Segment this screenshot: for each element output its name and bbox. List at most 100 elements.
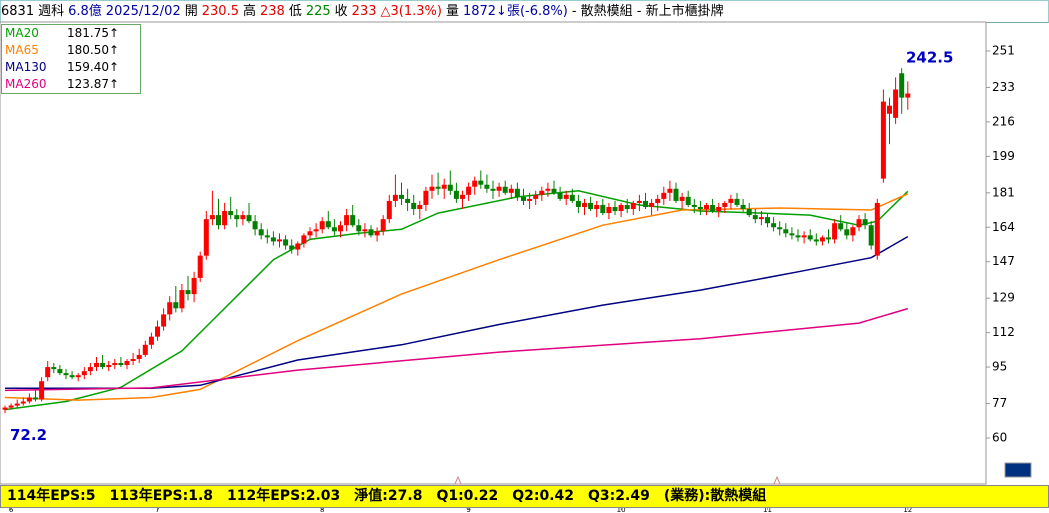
candle-body bbox=[313, 229, 319, 232]
candle-body bbox=[8, 405, 14, 408]
candle-body bbox=[283, 239, 289, 246]
candle-body bbox=[234, 215, 240, 220]
candle-body bbox=[252, 221, 258, 230]
candle-body bbox=[94, 363, 99, 368]
footer-item: 114年EPS:5 bbox=[7, 488, 96, 504]
ma-line bbox=[4, 190, 909, 411]
ma-line bbox=[4, 193, 909, 401]
candle-body bbox=[765, 217, 770, 224]
candle-body bbox=[161, 314, 167, 327]
candle-body bbox=[594, 204, 600, 210]
candle-body bbox=[636, 200, 642, 203]
logo-box bbox=[1004, 462, 1032, 478]
candle-body bbox=[856, 219, 862, 228]
candle-body bbox=[57, 369, 63, 374]
candle-body bbox=[514, 188, 520, 197]
header-bar: 6831 週科 6.8億 2025/12/02 開 230.5 高 238 低 225 收 233 △3… bbox=[0, 0, 1049, 23]
candle-body bbox=[136, 354, 142, 359]
candle-body bbox=[295, 243, 301, 250]
candle-body bbox=[545, 188, 551, 191]
header-item: - 散熱模組 - 新上市櫃掛牌 bbox=[571, 4, 724, 19]
footer-bar: 114年EPS:5 113年EPS:1.8 112年EPS:2.03 淨值:27.8 Q… bbox=[0, 485, 1049, 508]
candle-body bbox=[447, 184, 453, 191]
candle-body bbox=[423, 190, 429, 205]
candle-body bbox=[325, 221, 331, 228]
candle-body bbox=[63, 373, 69, 376]
candle-body bbox=[106, 365, 112, 368]
footer-item: (業務):散熱模組 bbox=[663, 488, 767, 504]
candle-body bbox=[789, 233, 795, 236]
candle-body bbox=[307, 231, 313, 236]
candle-body bbox=[673, 188, 679, 201]
candle-body bbox=[118, 363, 124, 366]
candle-body bbox=[69, 375, 75, 378]
candle-body bbox=[45, 367, 51, 378]
header-item: 低 bbox=[288, 4, 302, 19]
legend-value: 159.40↑ bbox=[67, 60, 120, 74]
candle-body bbox=[551, 188, 557, 193]
candle-body bbox=[655, 198, 661, 203]
candle-body bbox=[527, 198, 533, 201]
candle-body bbox=[246, 215, 252, 222]
candle-body bbox=[685, 196, 691, 205]
candle-body bbox=[478, 180, 484, 185]
candle-body bbox=[807, 235, 813, 240]
legend-entry: MA260 123.87↑ bbox=[2, 76, 140, 93]
candle-body bbox=[124, 360, 130, 366]
candle-body bbox=[783, 229, 789, 234]
candle-body bbox=[240, 215, 246, 220]
candle-body bbox=[277, 239, 282, 242]
header-item: △3(1.3%) bbox=[380, 4, 442, 19]
candle-body bbox=[887, 105, 892, 114]
candle-body bbox=[630, 202, 636, 210]
candle-body bbox=[496, 186, 502, 191]
candle-body bbox=[148, 336, 154, 345]
candle-body bbox=[600, 204, 606, 214]
candle-body bbox=[502, 186, 508, 193]
y-tick-label: 233 bbox=[992, 80, 1015, 94]
candle-body bbox=[405, 198, 411, 203]
candle-body bbox=[862, 219, 868, 226]
candle-body bbox=[740, 204, 746, 210]
candle-body bbox=[350, 215, 356, 226]
legend-name: MA130 bbox=[5, 60, 47, 74]
footer-item: 淨值:27.8 bbox=[354, 488, 423, 504]
candle-body bbox=[39, 381, 45, 400]
candle-body bbox=[850, 227, 856, 236]
candle-body bbox=[874, 202, 880, 256]
header-item: 2025/12/02 bbox=[105, 4, 181, 19]
candle-body bbox=[392, 194, 398, 201]
header-item: 高 bbox=[242, 4, 256, 19]
legend-value: 123.87↑ bbox=[67, 77, 120, 91]
candle-body bbox=[319, 221, 325, 230]
candle-body bbox=[710, 204, 716, 212]
candle-body bbox=[209, 215, 215, 220]
candle-body bbox=[734, 198, 740, 205]
legend: MA20 181.75↑ MA65 180.50↑ MA130 159.40↑ MA260 1… bbox=[1, 24, 141, 94]
candle-body bbox=[362, 229, 368, 232]
legend-name: MA65 bbox=[5, 43, 39, 57]
candle-body bbox=[539, 190, 545, 195]
header-item: 開 bbox=[184, 4, 198, 19]
candle-body bbox=[563, 194, 569, 199]
ma-line bbox=[4, 307, 909, 392]
candle-body bbox=[411, 202, 417, 210]
plot-frame bbox=[0, 21, 987, 485]
candle-body bbox=[746, 209, 752, 216]
y-tick-label: 95 bbox=[992, 360, 1007, 374]
ma-line bbox=[5, 235, 909, 390]
candle-body bbox=[624, 204, 630, 210]
candle-body bbox=[301, 235, 307, 244]
candle-body bbox=[612, 206, 618, 212]
legend-value: 181.75↑ bbox=[67, 26, 120, 40]
candle-body bbox=[697, 206, 703, 210]
candle-body bbox=[87, 367, 93, 372]
candle-body bbox=[667, 188, 673, 193]
footer-item: Q3:2.49 bbox=[588, 488, 650, 504]
y-tick-label: 199 bbox=[992, 149, 1015, 163]
x-tick-label: 8 bbox=[320, 506, 324, 513]
candle-body bbox=[466, 186, 472, 195]
candle-body bbox=[582, 202, 587, 207]
candle-body bbox=[270, 237, 276, 242]
